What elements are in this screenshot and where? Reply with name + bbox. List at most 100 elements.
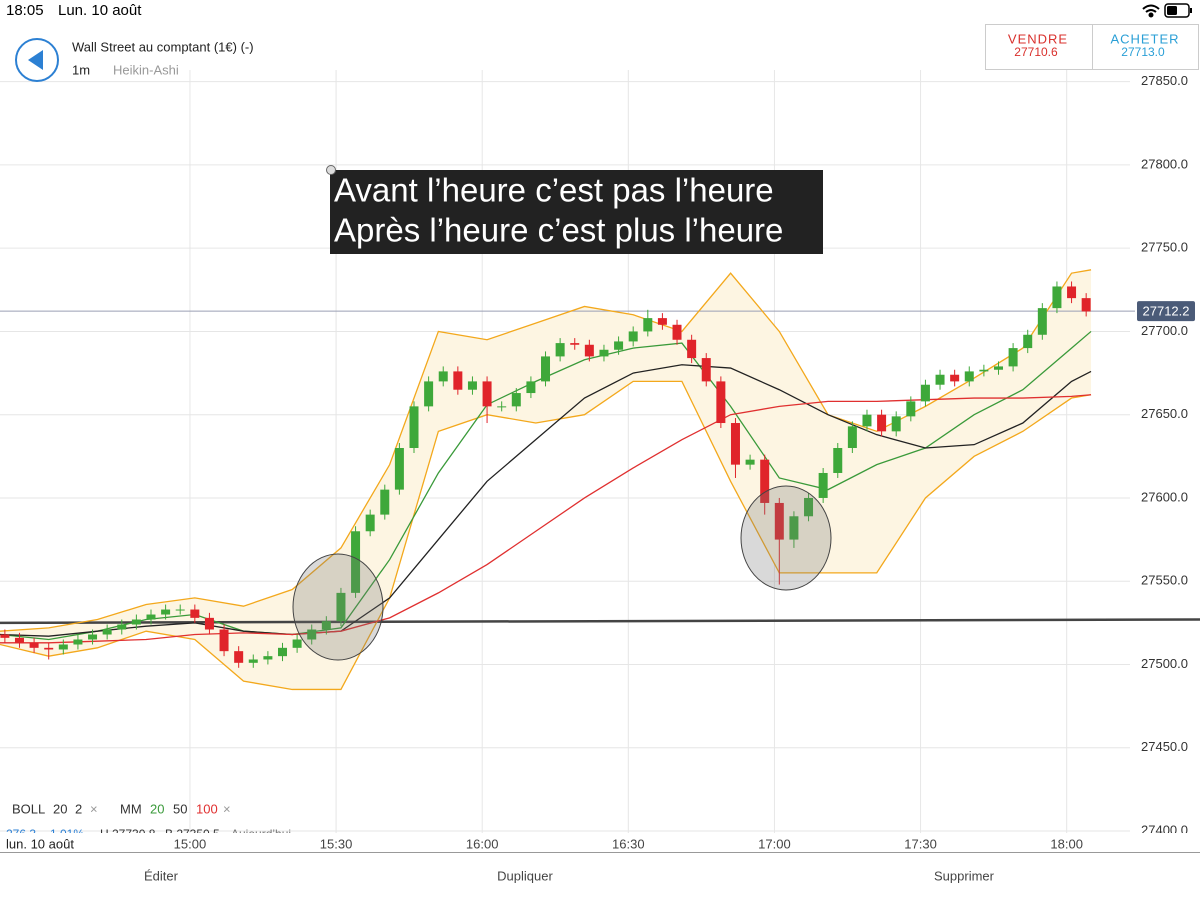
chart-area: 27850.0 27800.0 27750.0 27700.0 27650.0 27600… (0, 70, 1200, 841)
buy-button[interactable]: ACHETER 27713.0 (1092, 24, 1199, 70)
candle-body (44, 647, 54, 650)
candle-body (906, 401, 916, 417)
candle-body (657, 318, 667, 325)
candle-body (950, 374, 960, 382)
x-tick-label: 15:00 (174, 836, 207, 851)
chart-style: Heikin-Ashi (113, 62, 179, 77)
candle-body (307, 629, 317, 640)
candle-body (847, 426, 857, 449)
y-tick-label: 27500.0 (1141, 656, 1188, 671)
battery-icon (1164, 3, 1192, 18)
candle-body (526, 381, 536, 394)
sell-price: 27710.6 (1014, 45, 1058, 59)
duplicate-button[interactable]: Dupliquer (497, 868, 553, 883)
candle-body (833, 448, 843, 473)
delete-button[interactable]: Supprimer (934, 868, 995, 883)
y-tick-label: 27600.0 (1141, 489, 1188, 504)
candle-body (1067, 286, 1077, 299)
candle-body (628, 331, 638, 342)
candle-body (614, 341, 624, 350)
date-label: lun. 10 août (6, 836, 74, 851)
candle-body (467, 381, 477, 390)
buy-label: ACHETER (1110, 31, 1179, 46)
candle-body (482, 381, 492, 407)
candle-body (599, 349, 609, 357)
x-tick-label: 17:30 (904, 836, 937, 851)
candle-body (336, 592, 346, 622)
stat-item: Aujourd’hui (231, 827, 291, 841)
candle-body (774, 502, 784, 540)
candle-body (497, 406, 507, 408)
candle-body (979, 369, 989, 372)
y-tick-label: 27800.0 (1141, 156, 1188, 171)
candle-body (935, 374, 945, 385)
y-tick-label: 27550.0 (1141, 573, 1188, 588)
candle-body (1023, 334, 1033, 349)
candle-body (730, 423, 740, 465)
candle-body (0, 634, 10, 638)
candle-body (453, 371, 463, 390)
candle-body (117, 624, 127, 630)
indicator-line (0, 364, 1092, 637)
candle-body (1037, 308, 1047, 335)
price-label: 27712.2 (1143, 304, 1190, 319)
buy-price: 27713.0 (1121, 45, 1165, 59)
candle-body (248, 659, 258, 663)
candle-body (131, 619, 141, 625)
y-tick-label: 27650.0 (1141, 406, 1188, 421)
candle-body (541, 356, 551, 382)
candle-body (818, 472, 828, 498)
x-tick-label: 18:00 (1050, 836, 1083, 851)
candle-body (643, 318, 653, 332)
y-tick-label: 27450.0 (1141, 739, 1188, 754)
candle-body (424, 381, 434, 407)
candle-body (73, 639, 83, 645)
candle-body (292, 639, 302, 648)
candle-body (804, 497, 814, 517)
candle-body (745, 459, 755, 465)
status-date: Lun. 10 août (58, 2, 142, 19)
y-tick-label: 27750.0 (1141, 240, 1188, 255)
price-label-box (1137, 301, 1195, 322)
candle-body (511, 393, 521, 407)
wifi-icon (1142, 4, 1160, 18)
x-tick-label: 16:30 (612, 836, 645, 851)
candle-body (161, 609, 171, 615)
legend-item: BOLL (12, 801, 45, 816)
legend-item: × (90, 801, 98, 816)
x-tick-label: 15:30 (320, 836, 353, 851)
legend-item: 50 (173, 801, 187, 816)
interval: 1m (72, 62, 90, 77)
bollinger-band-fill (0, 269, 1092, 690)
candle-body (14, 637, 24, 643)
legend-item: 20 (53, 801, 67, 816)
candle-body (409, 406, 419, 449)
candle-body (321, 621, 331, 630)
candle-body (760, 459, 770, 503)
indicator-line (0, 269, 1092, 632)
candle-body (920, 384, 930, 402)
highlight-circle (292, 553, 384, 661)
stat-item: 1.01% (50, 827, 84, 841)
sell-button[interactable]: VENDRE 27710.6 (985, 24, 1093, 70)
legend-item: 20 (150, 801, 164, 816)
candle-body (234, 651, 244, 663)
edit-button[interactable]: Éditer (144, 868, 179, 883)
back-button[interactable] (15, 38, 59, 82)
stat-item: 276.3 (6, 827, 36, 841)
candle-body (58, 644, 68, 650)
indicator-line (0, 330, 1092, 641)
legend-item: 100 (196, 801, 218, 816)
status-time: 18:05 (6, 2, 44, 19)
y-tick-label: 27400.0 (1141, 822, 1188, 837)
candle-body (190, 609, 200, 618)
candle-body (1052, 286, 1062, 309)
highlight-circle (740, 485, 832, 591)
legend-item: × (223, 801, 231, 816)
candle-body (584, 344, 594, 357)
candle-body (993, 366, 1003, 370)
candle-body (146, 614, 156, 620)
sell-label: VENDRE (1008, 31, 1068, 46)
candle-body (789, 516, 799, 540)
